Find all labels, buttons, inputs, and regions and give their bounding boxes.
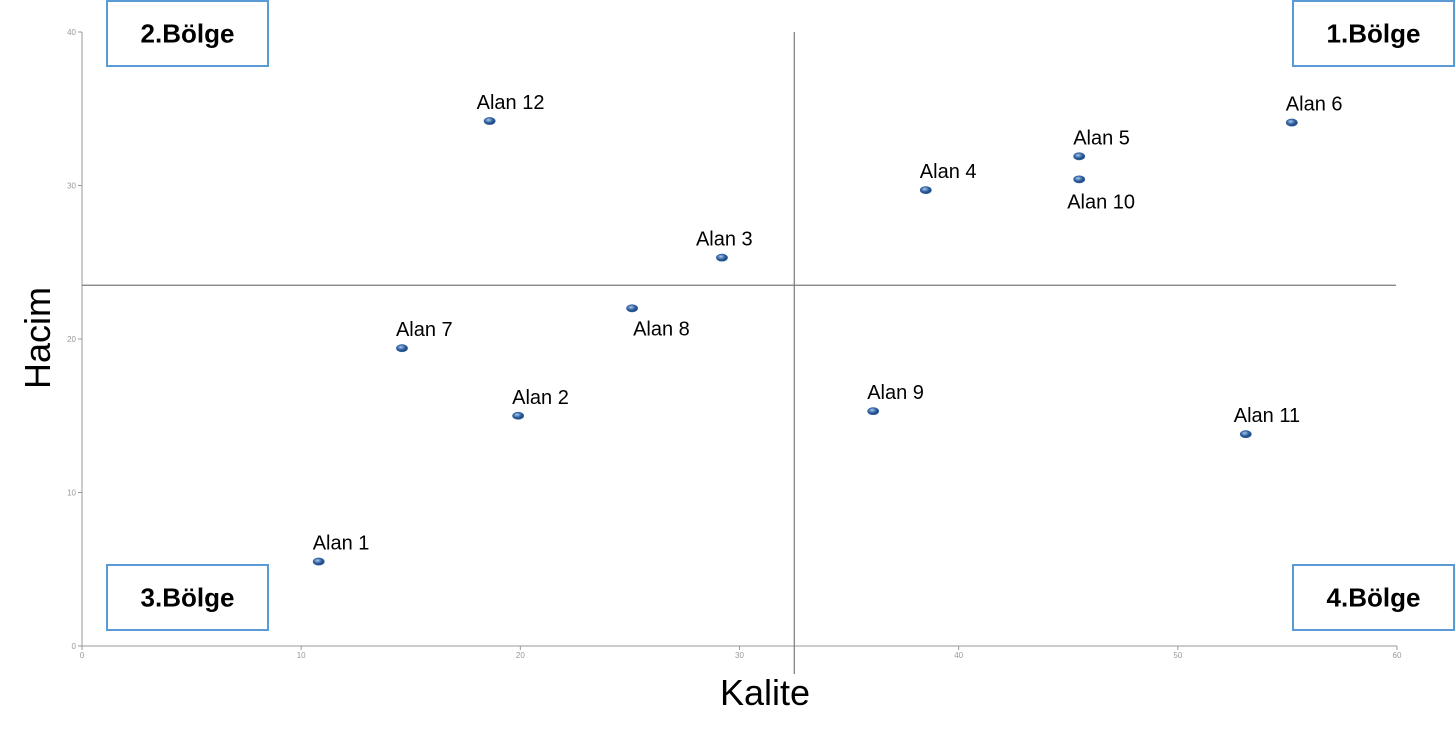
y-axis-title: Hacim — [17, 287, 58, 389]
data-point-group: Alan 10 — [1067, 175, 1135, 213]
data-point-label: Alan 10 — [1067, 191, 1135, 213]
region-box-top-right: 1.Bölge — [1292, 0, 1455, 67]
x-axis-title: Kalite — [720, 672, 810, 713]
region-label: 3.Bölge — [141, 583, 235, 613]
y-tick-label: 0 — [72, 642, 77, 651]
data-point — [312, 557, 325, 566]
data-point — [1239, 430, 1252, 439]
data-point-label: Alan 3 — [696, 229, 753, 251]
data-point-label: Alan 9 — [867, 382, 924, 404]
data-point — [483, 117, 496, 125]
data-point-group: Alan 5 — [1073, 127, 1130, 161]
data-point — [919, 186, 932, 195]
y-tick-label: 10 — [67, 489, 76, 498]
data-point-label: Alan 12 — [477, 92, 545, 114]
data-point-group: Alan 4 — [919, 161, 977, 195]
data-point-group: Alan 7 — [396, 319, 453, 353]
x-tick-label: 50 — [1173, 651, 1182, 660]
region-box-border — [106, 0, 269, 67]
data-point-group: Alan 12 — [477, 92, 545, 125]
region-box-bottom-left: 3.Bölge — [106, 564, 269, 631]
x-tick-label: 20 — [516, 651, 525, 660]
data-point-group: Alan 9 — [867, 382, 924, 416]
x-tick-label: 30 — [735, 651, 744, 660]
data-point-label: Alan 11 — [1234, 405, 1300, 427]
region-label: 2.Bölge — [141, 19, 235, 49]
x-tick-label: 60 — [1393, 651, 1402, 660]
data-point — [1073, 152, 1086, 161]
data-point — [626, 304, 639, 313]
x-tick-label: 0 — [80, 651, 85, 660]
data-point — [512, 411, 525, 420]
data-point-group: Alan 1 — [312, 533, 370, 566]
data-point-group: Alan 8 — [626, 304, 690, 340]
region-box-border — [1292, 0, 1455, 67]
x-tick-label: 10 — [297, 651, 306, 660]
region-box-top-left: 2.Bölge — [106, 0, 269, 67]
region-label: 1.Bölge — [1327, 19, 1421, 49]
data-point-label: Alan 7 — [396, 319, 453, 341]
data-point — [396, 344, 408, 353]
data-point-group: Alan 11 — [1234, 405, 1300, 439]
region-label: 4.Bölge — [1327, 583, 1421, 613]
axes: 0 10 20 30 40 50 60 0 10 20 30 40 — [67, 28, 1402, 660]
data-point-label: Alan 8 — [633, 318, 690, 340]
quadrant-lines — [82, 32, 1396, 674]
region-box-border — [106, 564, 269, 631]
y-tick-label: 40 — [67, 28, 76, 37]
data-point — [716, 253, 728, 262]
data-point-group: Alan 6 — [1286, 94, 1343, 127]
data-point-label: Alan 1 — [313, 533, 370, 555]
region-box-border — [1292, 564, 1455, 631]
y-tick-label: 30 — [67, 182, 76, 191]
data-point — [1285, 118, 1298, 127]
data-point — [867, 407, 880, 416]
data-point-group: Alan 2 — [512, 387, 569, 420]
data-point-group: Alan 3 — [696, 229, 753, 262]
data-point — [1073, 175, 1086, 184]
region-box-bottom-right: 4.Bölge — [1292, 564, 1455, 631]
region-boxes: 1.Bölge 2.Bölge 3.Bölge 4.Bölge — [106, 0, 1455, 631]
x-tick-label: 40 — [954, 651, 963, 660]
data-point-label: Alan 2 — [512, 387, 569, 409]
data-points: Alan 1 Alan 2 Alan 3 Alan 4 Alan 5 Alan 6 Alan… — [312, 92, 1343, 566]
data-point-label: Alan 6 — [1286, 94, 1343, 116]
data-point-label: Alan 4 — [920, 161, 977, 183]
data-point-label: Alan 5 — [1073, 127, 1130, 149]
y-tick-label: 20 — [67, 335, 76, 344]
